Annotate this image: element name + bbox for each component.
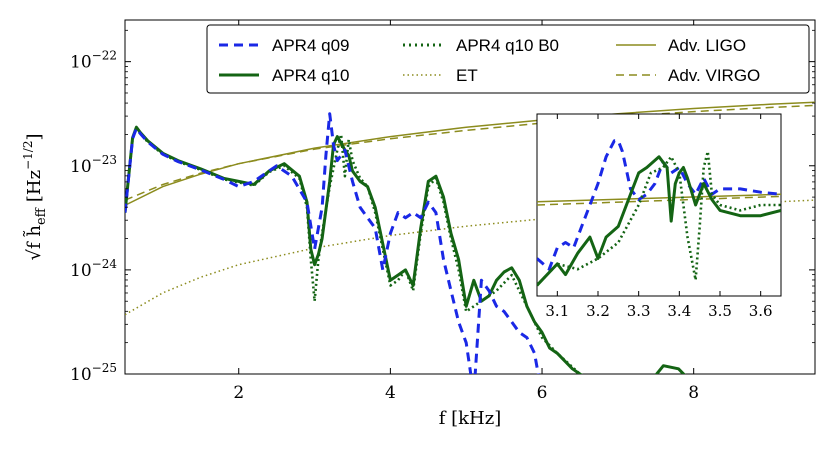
inset-x-axis: 3.1 3.2 3.3 3.4 3.5 3.6 — [545, 114, 773, 320]
x-tick-label: 4 — [385, 383, 396, 403]
y-axis-label-unit: [Hz — [24, 170, 45, 202]
svg-text:√f h̃eff[Hz−1/2]: √f h̃eff [Hz−1/2] — [21, 134, 49, 261]
y-tick-label: 10−25 — [70, 361, 117, 385]
series-adv-virgo — [125, 104, 815, 201]
main-series-group — [125, 101, 815, 374]
inset-x-tick-label: 3.2 — [586, 302, 610, 320]
x-axis-label: f [kHz] — [439, 408, 502, 429]
y-axis-label-main: √f h̃ — [22, 225, 45, 261]
legend: APR4 q09 APR4 q10 APR4 q10 B0 ET Adv. LI… — [206, 24, 810, 94]
y-axis: 10−25 10−24 10−23 10−22 — [70, 29, 815, 385]
inset-x-tick-label: 3.4 — [667, 302, 691, 320]
x-axis: 2 4 6 8 — [233, 20, 699, 403]
inset-plot-area — [536, 113, 782, 297]
inset-series-group — [537, 139, 781, 287]
legend-label-apr4-q10-b0: APR4 q10 B0 — [456, 36, 559, 55]
legend-label-apr4-q09: APR4 q09 — [272, 36, 350, 55]
inset-series-apr4-q09 — [537, 139, 781, 271]
inset-x-tick-label: 3.6 — [749, 302, 773, 320]
legend-label-adv-ligo: Adv. LIGO — [668, 36, 746, 55]
y-axis-label-unit-close: ] — [24, 134, 45, 141]
inset-series-adv-virgo — [537, 195, 781, 206]
inset-x-tick-label: 3.5 — [708, 302, 732, 320]
legend-box — [206, 24, 810, 94]
series-adv-ligo — [125, 101, 815, 206]
y-tick-label: 10−22 — [70, 49, 117, 73]
inset-series-apr4-q10 — [537, 155, 781, 287]
legend-label-apr4-q10: APR4 q10 — [272, 66, 350, 85]
inset-series-adv-ligo — [537, 193, 781, 203]
x-tick-label: 8 — [688, 383, 699, 403]
y-tick-label: 10−24 — [70, 257, 117, 281]
inset-x-tick-label: 3.1 — [545, 302, 569, 320]
y-axis-label: √f h̃eff [Hz−1/2] — [21, 134, 49, 261]
series-et — [125, 199, 815, 316]
series-apr4-q09 — [125, 112, 540, 374]
y-axis-label-sub: eff — [34, 206, 49, 225]
inset-x-tick-label: 3.3 — [627, 302, 651, 320]
x-tick-label: 6 — [537, 383, 548, 403]
legend-label-et: ET — [456, 66, 478, 85]
x-tick-label: 2 — [233, 383, 244, 403]
legend-label-adv-virgo: Adv. VIRGO — [668, 66, 760, 85]
y-tick-label: 10−23 — [70, 153, 117, 177]
y-axis-label-unit-exp: −1/2 — [21, 141, 35, 170]
